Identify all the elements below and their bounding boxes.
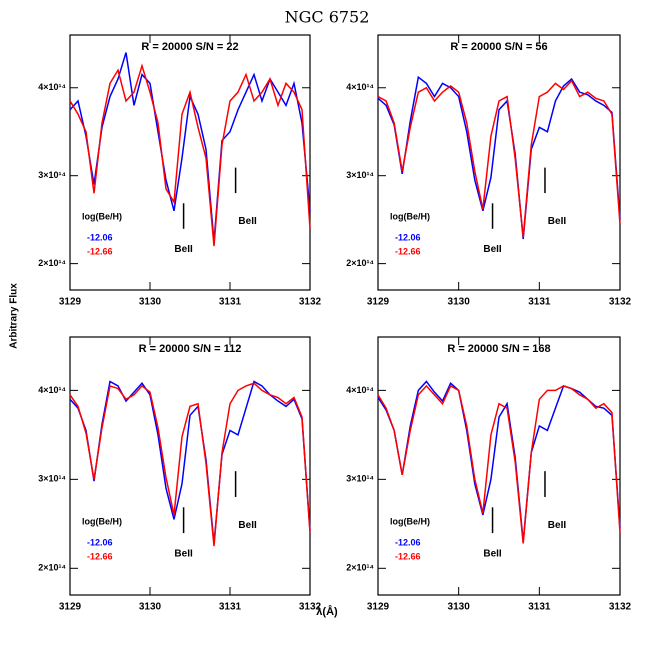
- y-axis-label: Arbitrary Flux: [9, 283, 20, 349]
- legend-entry: -12.06: [87, 232, 113, 242]
- annotation-label: BeII: [238, 216, 257, 227]
- x-tick-label: 3129: [367, 297, 390, 308]
- annotation-label: BeII: [174, 548, 193, 559]
- legend-entry: -12.06: [395, 537, 421, 547]
- x-tick-label: 3132: [609, 602, 632, 613]
- plot-frame: [69, 34, 311, 291]
- y-tick-label: 2×10¹⁴: [38, 258, 66, 268]
- x-tick-label: 3130: [139, 602, 162, 613]
- x-tick-label: 3132: [299, 297, 322, 308]
- spectrum-line: [377, 380, 621, 542]
- y-tick-label: 2×10¹⁴: [346, 258, 374, 268]
- y-tick-label: 4×10¹⁴: [346, 82, 374, 92]
- y-tick-label: 4×10¹⁴: [38, 82, 66, 92]
- y-tick-label: 2×10¹⁴: [346, 563, 374, 573]
- y-tick-label: 3×10¹⁴: [38, 170, 66, 180]
- plot-frame: [69, 336, 311, 596]
- panel-title: R = 20000 S/N = 168: [447, 343, 550, 355]
- x-tick-label: 3130: [448, 297, 471, 308]
- legend-entry: -12.06: [87, 537, 113, 547]
- x-tick-label: 3131: [528, 297, 551, 308]
- legend-entry: -12.66: [395, 551, 421, 561]
- panel-title: R = 20000 S/N = 112: [139, 343, 242, 355]
- spectrum-line: [69, 382, 311, 547]
- spectrum-line: [69, 63, 311, 247]
- y-tick-label: 4×10¹⁴: [346, 385, 374, 395]
- annotation-label: BeII: [238, 520, 257, 531]
- x-tick-label: 3131: [219, 297, 242, 308]
- x-axis-label: λ(Å): [316, 605, 338, 618]
- y-tick-label: 3×10¹⁴: [38, 474, 66, 484]
- panel-title: R = 20000 S/N = 56: [450, 41, 547, 53]
- y-tick-label: 3×10¹⁴: [346, 474, 374, 484]
- spectrum-line: [377, 75, 621, 240]
- x-tick-label: 3131: [528, 602, 551, 613]
- annotation-label: BeII: [548, 520, 567, 531]
- x-tick-label: 3132: [609, 297, 632, 308]
- x-tick-label: 3130: [139, 297, 162, 308]
- x-tick-label: 3129: [367, 602, 390, 613]
- plot-frame: [377, 34, 621, 291]
- legend-title: log(Be/H): [390, 516, 430, 526]
- legend-entry: -12.66: [87, 551, 113, 561]
- annotation-label: BeII: [483, 244, 502, 255]
- y-tick-label: 3×10¹⁴: [346, 170, 374, 180]
- x-tick-label: 3130: [448, 602, 471, 613]
- figure-title: NGC 6752: [285, 8, 370, 27]
- annotation-label: BeII: [483, 548, 502, 559]
- spectrum-line: [377, 384, 621, 544]
- legend-title: log(Be/H): [82, 516, 122, 526]
- y-tick-label: 4×10¹⁴: [38, 385, 66, 395]
- legend-title: log(Be/H): [390, 211, 430, 221]
- annotation-label: BeII: [548, 216, 567, 227]
- annotation-label: BeII: [174, 244, 193, 255]
- x-tick-label: 3132: [299, 602, 322, 613]
- plot-frame: [377, 336, 621, 596]
- legend-entry: -12.06: [395, 232, 421, 242]
- x-tick-label: 3131: [219, 602, 242, 613]
- legend-title: log(Be/H): [82, 211, 122, 221]
- spectrum-line: [377, 79, 621, 238]
- x-tick-label: 3129: [59, 602, 82, 613]
- panel-title: R = 20000 S/N = 22: [141, 41, 238, 53]
- x-tick-label: 3129: [59, 297, 82, 308]
- legend-entry: -12.66: [87, 246, 113, 256]
- y-tick-label: 2×10¹⁴: [38, 563, 66, 573]
- legend-entry: -12.66: [395, 246, 421, 256]
